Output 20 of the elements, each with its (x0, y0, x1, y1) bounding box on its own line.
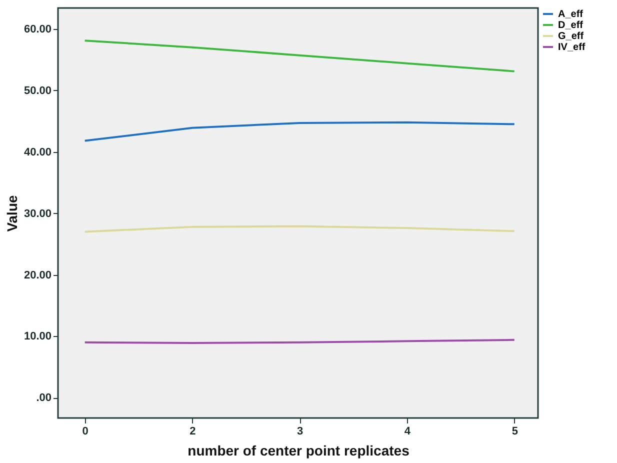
legend-label: A_eff (558, 9, 584, 20)
legend-label: IV_eff (558, 42, 586, 53)
x-tick-label: 3 (297, 426, 304, 438)
x-tick-label: 0 (82, 426, 88, 438)
x-tick-label: 2 (190, 426, 196, 438)
y-axis-title: Value (4, 195, 20, 232)
line-series (84, 40, 516, 72)
line-series (84, 121, 516, 142)
y-tick-label: 50.00 (24, 84, 52, 97)
legend-label: G_eff (558, 31, 584, 42)
y-tick-label: 40.00 (24, 146, 52, 158)
legend-label: D_eff (558, 20, 584, 31)
x-axis-title: number of center point replicates (188, 442, 410, 458)
y-tick-label: .00 (36, 392, 52, 404)
x-tick-label: 5 (512, 426, 518, 438)
x-tick-label: 4 (404, 426, 412, 438)
y-tick-label: 30.00 (24, 208, 52, 220)
y-tick-label: 60.00 (24, 23, 52, 36)
y-tick-label: 10.00 (24, 330, 52, 343)
y-tick-label: 20.00 (24, 269, 52, 282)
